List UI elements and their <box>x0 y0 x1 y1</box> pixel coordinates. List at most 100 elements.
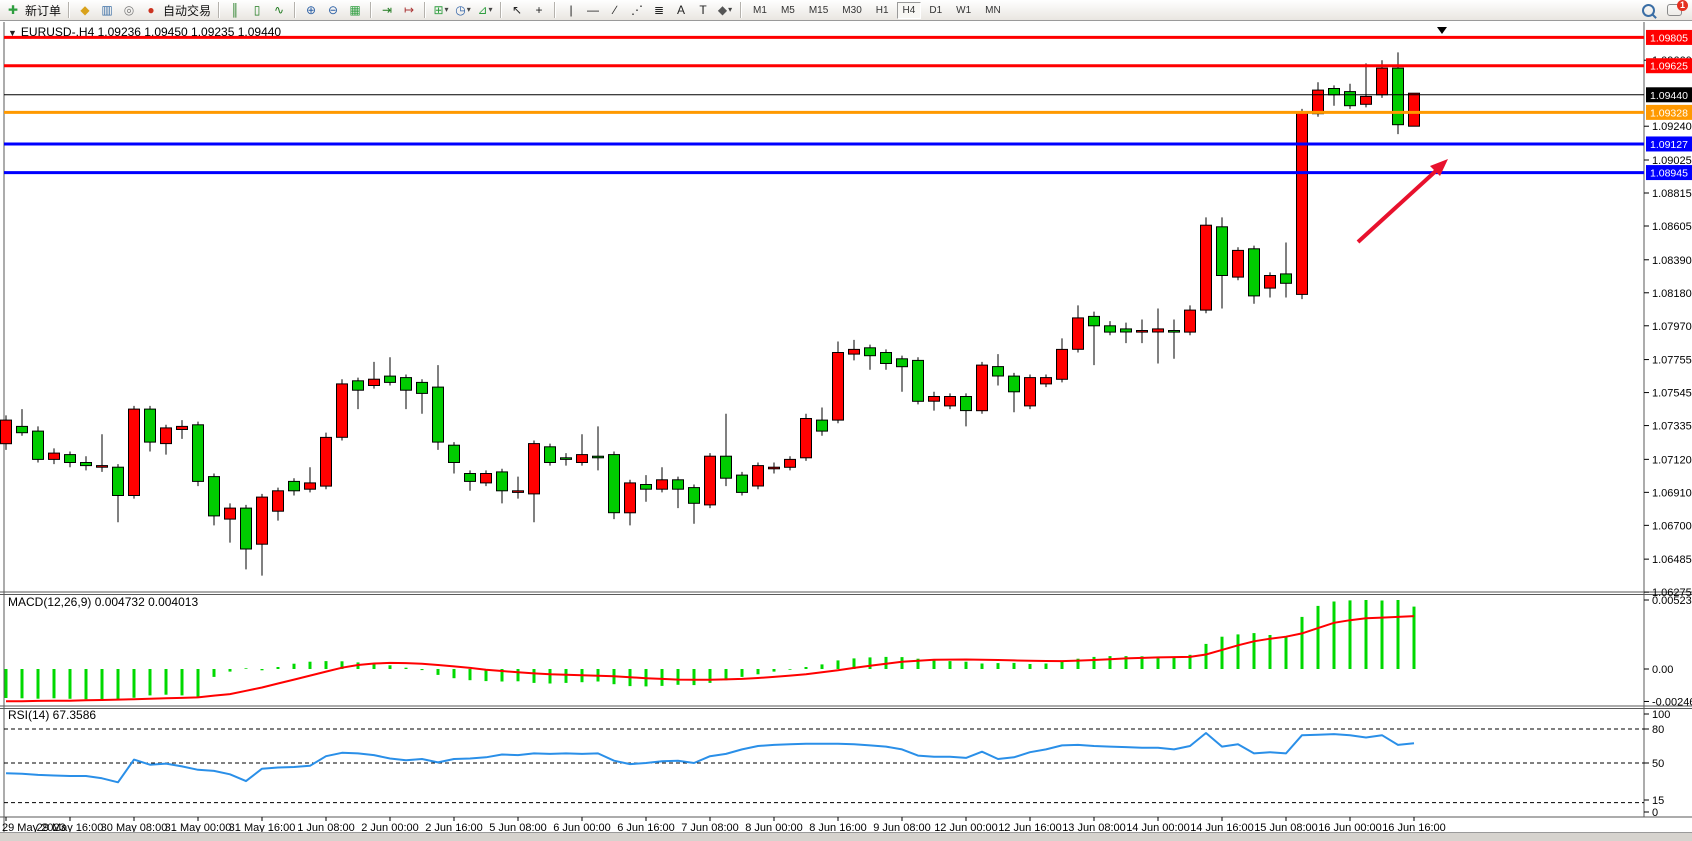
label-icon[interactable]: T <box>699 3 707 17</box>
trend-arrow[interactable] <box>1356 159 1448 244</box>
toolbar-separator <box>370 2 373 18</box>
trendline-icon[interactable]: ∕ <box>614 3 617 17</box>
horizontal-line-icon[interactable]: — <box>587 3 600 17</box>
timeframe-w1[interactable]: W1 <box>956 4 972 16</box>
svg-text:2 Jun 16:00: 2 Jun 16:00 <box>425 822 483 834</box>
candle <box>1072 317 1084 350</box>
rsi-line <box>5 732 1415 784</box>
chevron-down-icon: ▾ <box>488 5 493 14</box>
svg-text:14 Jun 00:00: 14 Jun 00:00 <box>1126 822 1190 834</box>
svg-text:12 Jun 00:00: 12 Jun 00:00 <box>934 822 998 834</box>
candle <box>912 359 924 402</box>
candle <box>960 396 972 412</box>
candle <box>320 436 332 487</box>
profiles-icon[interactable]: ◷ ▾ <box>455 3 471 17</box>
pane-borders <box>0 22 1692 832</box>
svg-text:1.09328: 1.09328 <box>1650 107 1688 119</box>
svg-text:1.08180: 1.08180 <box>1652 288 1692 300</box>
toolbar-separator <box>218 2 221 18</box>
candle <box>1232 249 1244 278</box>
arrows-icon[interactable]: ◆ ▾ <box>717 3 733 17</box>
bar-chart-icon[interactable]: ║ <box>230 3 240 17</box>
candle <box>672 479 684 490</box>
candle <box>1328 88 1340 96</box>
svg-text:6 Jun 00:00: 6 Jun 00:00 <box>553 822 611 834</box>
vertical-line-icon[interactable]: | <box>569 3 573 17</box>
timeframe-mn[interactable]: MN <box>985 4 1001 16</box>
candle <box>992 366 1004 377</box>
notifications-icon[interactable]: 1 <box>1667 0 1688 16</box>
autotrading-button-label[interactable]: 自动交易 <box>163 3 212 18</box>
candle <box>160 427 172 445</box>
timeframe-m5[interactable]: M5 <box>780 4 795 16</box>
candle <box>1344 91 1356 107</box>
candle <box>240 507 252 550</box>
chart-shift-icon[interactable]: ⇥ <box>382 3 393 17</box>
cursor-icon[interactable]: ↖ <box>512 3 523 17</box>
svg-text:0.00: 0.00 <box>1652 664 1673 676</box>
svg-text:13 Jun 08:00: 13 Jun 08:00 <box>1062 822 1126 834</box>
candle <box>288 480 300 492</box>
svg-text:0.005231: 0.005231 <box>1652 595 1692 607</box>
signals-icon[interactable]: ◎ <box>123 3 135 17</box>
new-chart-icon[interactable]: ⊞ ▾ <box>433 3 449 17</box>
candle <box>48 452 60 460</box>
crosshair-icon[interactable]: + <box>535 3 543 17</box>
profile-icon[interactable]: ▥ <box>101 3 113 17</box>
candle <box>352 380 364 391</box>
candle <box>976 364 988 412</box>
candle <box>1376 67 1388 96</box>
svg-text:1.07335: 1.07335 <box>1652 421 1692 433</box>
svg-text:1 Jun 08:00: 1 Jun 08:00 <box>297 822 355 834</box>
candle <box>1040 377 1052 385</box>
svg-text:12 Jun 16:00: 12 Jun 16:00 <box>998 822 1062 834</box>
timeframe-d1[interactable]: D1 <box>929 4 943 16</box>
indicators-icon[interactable]: ⊿ ▾ <box>477 3 493 17</box>
timeframe-m30[interactable]: M30 <box>842 4 862 16</box>
zoom-in-icon[interactable]: ⊕ <box>306 3 317 17</box>
zoom-out-icon[interactable]: ⊖ <box>328 3 339 17</box>
collapse-triangle-icon[interactable]: ▼ <box>8 28 17 38</box>
styler-icon[interactable]: ◆ <box>80 3 90 17</box>
timeframe-m15[interactable]: M15 <box>808 4 829 16</box>
timeframe-h1[interactable]: H1 <box>875 4 889 16</box>
svg-text:15 Jun 08:00: 15 Jun 08:00 <box>1254 822 1318 834</box>
svg-text:1.07755: 1.07755 <box>1652 355 1692 367</box>
svg-text:1.09240: 1.09240 <box>1652 121 1692 133</box>
candlestick-icon[interactable]: ▯ <box>253 3 261 17</box>
timeframe-switcher: M1 M5 M15 M30 H1 H4 D1 W1 MN <box>746 0 1008 20</box>
candle <box>16 425 28 434</box>
new-order-button-label[interactable]: 新订单 <box>25 3 62 18</box>
svg-text:6 Jun 16:00: 6 Jun 16:00 <box>617 822 675 834</box>
text-icon[interactable]: A <box>677 3 686 17</box>
search-icon[interactable] <box>1642 3 1655 17</box>
toolbar-separator <box>554 2 557 18</box>
equidistant-channel-icon[interactable]: ⋰ <box>631 3 644 17</box>
macd-pane: 0.005231 0.00 -0.002461 <box>4 595 1692 708</box>
svg-text:1.09127: 1.09127 <box>1650 139 1688 151</box>
candle <box>272 490 284 512</box>
fibonacci-icon[interactable]: ≣ <box>654 3 665 17</box>
price-axis[interactable]: 1.096601.092401.090251.088151.086051.083… <box>1644 55 1692 599</box>
candle <box>736 474 748 493</box>
autotrading-button[interactable]: ● <box>147 3 155 17</box>
price-level-badge: 1.09805 <box>1646 29 1692 45</box>
new-order-button[interactable]: ✚ <box>7 3 19 17</box>
timeframe-h4[interactable]: H4 <box>896 1 922 19</box>
candle <box>1152 328 1164 333</box>
line-chart-icon[interactable]: ∿ <box>274 3 285 17</box>
timeframe-m1[interactable]: M1 <box>753 4 767 16</box>
autoscroll-icon[interactable]: ↦ <box>404 3 415 17</box>
chart-title: ▼ EURUSD-.H4 1.09236 1.09450 1.09235 1.09… <box>8 25 281 39</box>
candle <box>512 490 524 493</box>
candle <box>1296 111 1308 295</box>
svg-text:1.07970: 1.07970 <box>1652 321 1692 333</box>
svg-text:7 Jun 08:00: 7 Jun 08:00 <box>681 822 739 834</box>
candle <box>1280 273 1292 284</box>
tile-windows-icon[interactable]: ▦ <box>349 3 361 17</box>
candle <box>560 457 572 460</box>
candle <box>336 383 348 438</box>
candle <box>784 458 796 468</box>
